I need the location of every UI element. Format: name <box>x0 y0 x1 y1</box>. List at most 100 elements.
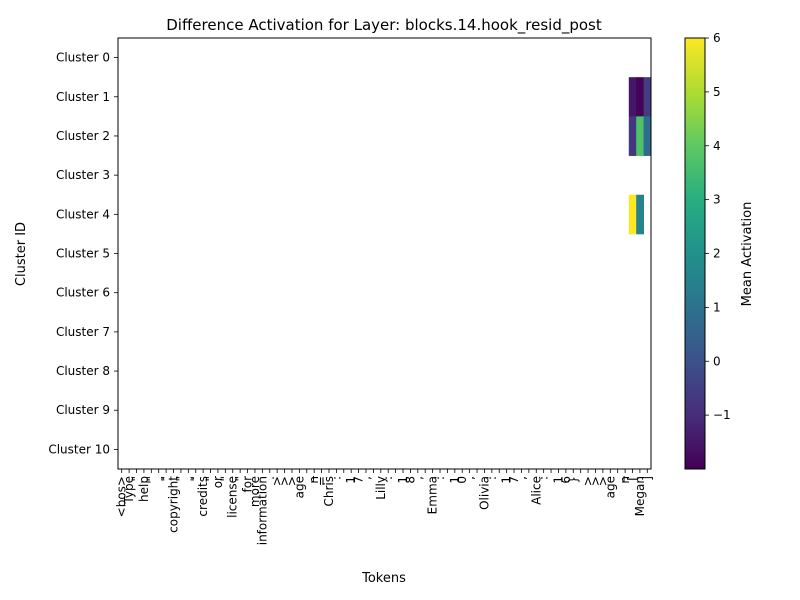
y-tick-label: Cluster 9 <box>56 403 110 417</box>
heatmap-cell <box>643 77 652 117</box>
x-tick-label: " <box>189 476 203 482</box>
x-axis: <bos>Type"help","copyright","credits"or"… <box>115 469 654 545</box>
colorbar-tick-label: 1 <box>713 300 721 314</box>
y-tick-label: Cluster 1 <box>56 90 110 104</box>
x-tick-label: , <box>411 476 425 480</box>
x-tick-label: help <box>137 476 151 502</box>
x-axis-label: Tokens <box>361 571 406 586</box>
x-tick-label: copyright <box>167 476 181 533</box>
x-tick-label: " <box>204 476 218 482</box>
x-tick-label: 1 <box>551 476 565 484</box>
x-tick-label: 0 <box>455 476 469 484</box>
colorbar-label: Mean Activation <box>740 202 755 307</box>
colorbar-tick-label: 4 <box>713 139 721 153</box>
x-tick-label: Megan <box>633 476 647 516</box>
x-tick-label: : <box>537 476 551 480</box>
y-tick-label: Cluster 4 <box>56 207 110 221</box>
x-tick-label: 6 <box>559 476 573 484</box>
x-tick-label: , <box>152 476 166 480</box>
colorbar-tick-label: 6 <box>713 31 721 45</box>
x-tick-label: = <box>315 476 329 486</box>
heatmap-cell <box>643 116 652 156</box>
x-tick-label: 1 <box>344 476 358 484</box>
plot-frame <box>117 37 652 470</box>
x-tick-label: Alice <box>529 476 543 505</box>
x-tick-label: " <box>130 476 144 482</box>
x-tick-label: > <box>270 476 284 486</box>
x-tick-label: Type <box>122 476 136 505</box>
x-tick-label: : <box>381 476 395 480</box>
x-tick-label: [ <box>625 476 639 481</box>
colorbar-tick-label: −1 <box>713 408 731 422</box>
heatmap-cell <box>636 77 644 117</box>
x-tick-label: for <box>241 476 255 493</box>
colorbar <box>684 37 706 470</box>
x-tick-label: 1 <box>396 476 410 484</box>
y-tick-label: Cluster 0 <box>56 51 110 65</box>
heatmap-cell <box>628 194 637 235</box>
x-tick-label: " <box>159 476 173 482</box>
colorbar-ticks: −1 0 1 2 3 4 5 6 <box>705 31 731 422</box>
x-tick-label: Emma <box>426 476 440 514</box>
y-axis-label: Cluster ID <box>14 222 29 286</box>
x-tick-label: <bos> <box>115 476 129 517</box>
x-tick-label: _ <box>611 475 625 483</box>
colorbar-tick-label: 2 <box>713 247 721 261</box>
x-tick-label: Lilly <box>374 476 388 500</box>
x-tick-label: 7 <box>507 476 521 484</box>
x-tick-label: > <box>285 476 299 486</box>
chart-title: Difference Activation for Layer: blocks.… <box>166 16 602 35</box>
colorbar-tick-label: 5 <box>713 85 721 99</box>
y-tick-label: Cluster 2 <box>56 129 110 143</box>
heatmap-cells <box>628 77 652 235</box>
colorbar-tick-label: 3 <box>713 193 721 207</box>
y-tick-label: Cluster 7 <box>56 325 110 339</box>
x-tick-label: information <box>255 476 269 545</box>
y-tick-label: Cluster 3 <box>56 168 110 182</box>
y-tick-label: Cluster 8 <box>56 364 110 378</box>
x-tick-label: n <box>307 476 321 484</box>
x-tick-label: credits <box>196 476 210 517</box>
x-tick-label: , <box>181 476 195 480</box>
x-tick-label: : <box>485 476 499 480</box>
y-axis: Cluster 0 Cluster 1 Cluster 2 Cluster 3 Clus… <box>48 51 118 456</box>
y-tick-label: Cluster 6 <box>56 286 110 300</box>
x-tick-label: > <box>588 476 602 486</box>
x-tick-label: > <box>596 476 610 486</box>
heatmap-cell <box>628 116 637 156</box>
x-tick-label: 1 <box>448 476 462 484</box>
x-tick-label: " <box>233 476 247 482</box>
x-tick-label: 7 <box>352 476 366 484</box>
x-tick-label: 1 <box>500 476 514 484</box>
x-tick-label: more <box>248 476 262 507</box>
x-tick-label: age <box>292 476 306 498</box>
x-tick-label: " <box>174 476 188 482</box>
x-tick-label: " <box>218 476 232 482</box>
heatmap-cell <box>636 116 644 156</box>
x-tick-label: Olivia <box>477 476 491 510</box>
x-tick-label: Chris <box>322 476 336 507</box>
x-tick-label: _ <box>300 475 314 483</box>
x-tick-label: " <box>144 476 158 482</box>
x-tick-label: n <box>618 476 632 484</box>
x-tick-label: > <box>278 476 292 486</box>
heatmap-cell <box>628 77 637 117</box>
x-tick-label: : <box>329 476 343 480</box>
x-tick-label: age <box>603 476 617 498</box>
x-tick-label: } <box>566 476 580 484</box>
x-tick-label: license <box>226 476 240 518</box>
x-tick-label: , <box>514 476 528 480</box>
x-tick-label: 8 <box>403 476 417 484</box>
x-tick-label: : <box>433 476 447 480</box>
x-tick-label: , <box>463 476 477 480</box>
y-tick-label: Cluster 5 <box>56 247 110 261</box>
heatmap-cell <box>636 194 644 235</box>
x-tick-label: ] <box>640 476 654 481</box>
x-tick-label: , <box>359 476 373 480</box>
x-tick-label: or <box>211 476 225 488</box>
x-tick-label: > <box>581 476 595 486</box>
x-tick-label: . <box>263 476 277 480</box>
colorbar-tick-label: 0 <box>713 354 721 368</box>
y-tick-label: Cluster 10 <box>48 442 110 456</box>
